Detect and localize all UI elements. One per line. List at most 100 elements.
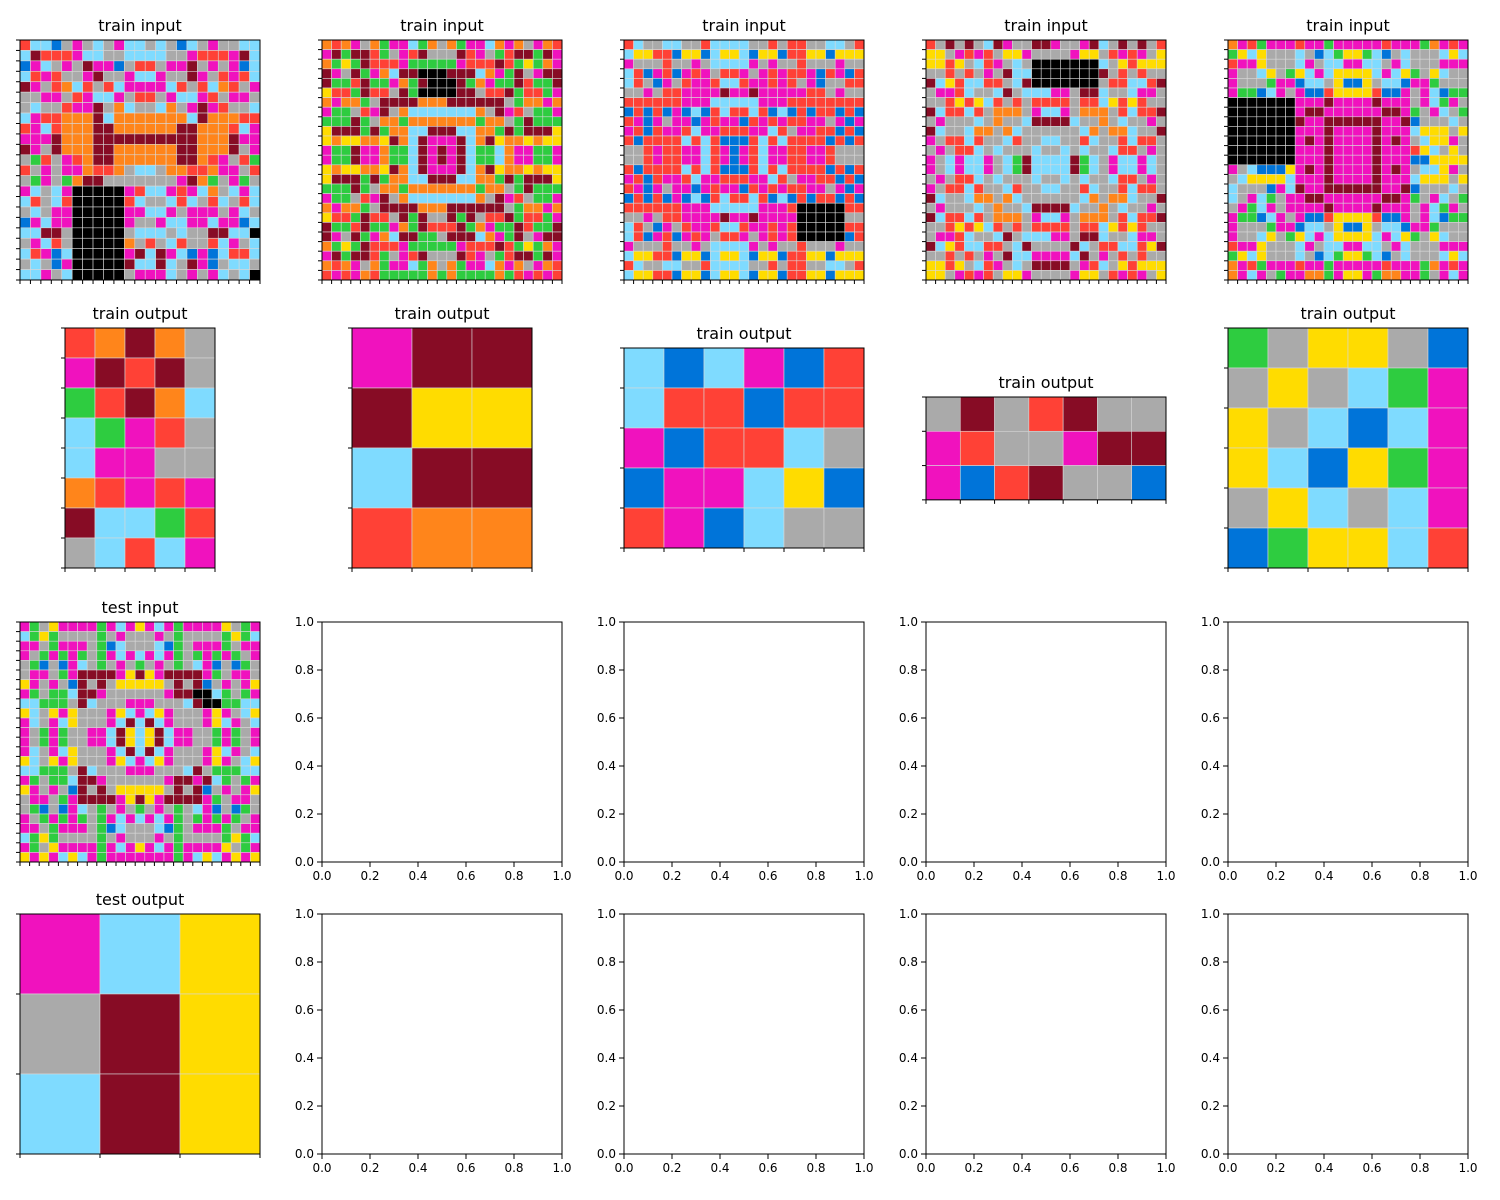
grid-cell bbox=[1381, 126, 1392, 137]
grid-cell bbox=[134, 269, 146, 281]
grid-cell bbox=[729, 270, 740, 281]
grid-cell bbox=[19, 688, 30, 700]
grid-cell bbox=[854, 241, 865, 252]
grid-cell bbox=[96, 679, 107, 690]
grid-cell bbox=[125, 756, 136, 767]
grid-cell bbox=[94, 507, 126, 539]
grid-cell bbox=[973, 250, 984, 262]
grid-cell bbox=[671, 183, 682, 194]
grid-cell bbox=[484, 106, 496, 118]
grid-cell bbox=[623, 58, 634, 70]
grid-cell bbox=[1342, 68, 1354, 79]
grid-cell bbox=[19, 248, 31, 260]
grid-cell bbox=[321, 106, 332, 118]
grid-cell bbox=[1021, 116, 1032, 127]
grid-cell bbox=[1146, 231, 1157, 242]
grid-cell bbox=[465, 126, 476, 137]
grid-cell bbox=[1371, 231, 1382, 242]
grid-cell bbox=[1002, 250, 1013, 262]
grid-cell bbox=[652, 270, 663, 281]
grid-cell bbox=[1069, 222, 1080, 233]
grid-cell bbox=[1098, 154, 1109, 166]
grid-cell bbox=[1246, 202, 1258, 214]
grid-cell bbox=[662, 174, 673, 185]
grid-cell bbox=[1381, 174, 1392, 185]
grid-cell bbox=[935, 97, 946, 108]
grid-cell bbox=[64, 357, 96, 389]
grid-cell bbox=[154, 794, 165, 805]
grid-cell bbox=[144, 688, 155, 700]
grid-cell bbox=[1028, 430, 1064, 466]
grid-cell bbox=[197, 258, 209, 270]
grid-cell bbox=[1275, 58, 1286, 70]
grid-cell bbox=[523, 58, 534, 70]
grid-cell bbox=[340, 68, 352, 79]
grid-cell bbox=[38, 813, 50, 824]
grid-cell bbox=[92, 258, 104, 270]
grid-cell bbox=[408, 202, 419, 214]
grid-cell bbox=[1237, 231, 1248, 242]
grid-cell bbox=[360, 97, 371, 108]
grid-cell bbox=[1266, 58, 1277, 70]
grid-cell bbox=[211, 823, 222, 834]
grid-cell bbox=[1031, 145, 1042, 156]
grid-cell bbox=[777, 164, 788, 175]
grid-cell bbox=[1266, 183, 1277, 194]
grid-cell bbox=[154, 688, 165, 700]
grid-cell bbox=[369, 241, 380, 252]
grid-cell bbox=[1362, 154, 1373, 166]
grid-cell bbox=[1069, 49, 1080, 60]
grid-cell bbox=[1256, 49, 1267, 60]
grid-cell bbox=[1227, 164, 1238, 175]
grid-cell bbox=[1307, 447, 1349, 489]
grid-cell bbox=[230, 708, 242, 719]
grid-cell bbox=[748, 212, 759, 223]
grid-cell bbox=[806, 260, 817, 271]
grid-cell bbox=[1002, 231, 1013, 242]
grid-cell bbox=[662, 193, 673, 204]
grid-cell bbox=[113, 248, 125, 260]
grid-cell bbox=[134, 60, 146, 72]
grid-cell bbox=[106, 775, 117, 786]
grid-cell bbox=[321, 39, 332, 50]
grid-cell bbox=[202, 756, 213, 767]
grid-cell bbox=[1362, 260, 1373, 271]
grid-cell bbox=[436, 183, 448, 194]
grid-cell bbox=[179, 913, 261, 995]
grid-cell bbox=[1429, 68, 1440, 79]
grid-cell bbox=[854, 193, 865, 204]
grid-cell bbox=[1021, 183, 1032, 194]
grid-cell bbox=[230, 784, 242, 796]
grid-cell bbox=[1314, 164, 1325, 175]
grid-cell bbox=[806, 183, 817, 194]
grid-cell bbox=[238, 123, 250, 135]
grid-cell bbox=[1021, 68, 1032, 79]
grid-cell bbox=[465, 231, 476, 242]
grid-cell bbox=[1362, 97, 1373, 108]
grid-cell bbox=[38, 832, 50, 844]
grid-cell bbox=[211, 832, 222, 844]
grid-cell bbox=[240, 832, 251, 844]
grid-cell bbox=[1429, 135, 1440, 146]
grid-cell bbox=[417, 49, 428, 60]
grid-cell bbox=[165, 206, 177, 218]
grid-cell bbox=[456, 250, 467, 262]
grid-cell bbox=[176, 154, 188, 166]
grid-cell bbox=[182, 631, 194, 642]
grid-cell bbox=[51, 185, 63, 197]
grid-cell bbox=[197, 248, 209, 260]
grid-cell bbox=[1314, 68, 1325, 79]
y-tick-label: 0.6 bbox=[295, 711, 314, 725]
grid-cell bbox=[1362, 135, 1373, 146]
grid-cell bbox=[1088, 145, 1100, 156]
grid-cell bbox=[710, 212, 721, 223]
grid-cell bbox=[144, 154, 156, 166]
grid-cell bbox=[954, 193, 965, 204]
grid-cell bbox=[633, 250, 644, 262]
grid-cell bbox=[1333, 231, 1344, 242]
grid-cell bbox=[1002, 68, 1013, 79]
grid-cell bbox=[1429, 193, 1440, 204]
grid-cell bbox=[642, 135, 654, 146]
grid-cell bbox=[217, 217, 229, 229]
grid-cell bbox=[202, 679, 213, 690]
